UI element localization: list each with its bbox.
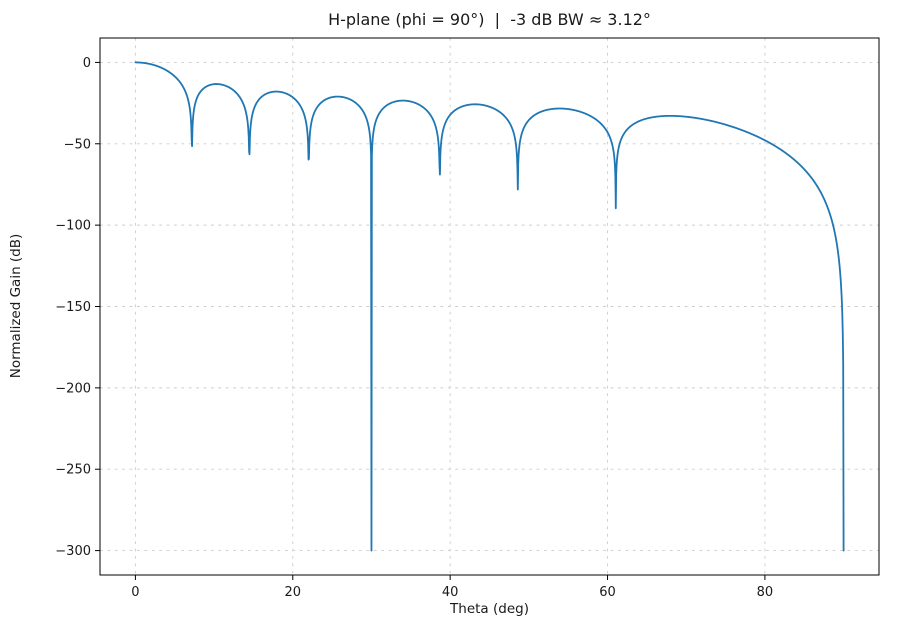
- axes: [95, 37, 880, 580]
- x-tick-label: 40: [442, 585, 459, 600]
- x-tick-label: 20: [285, 585, 302, 600]
- gain-curve: [134, 61, 845, 552]
- chart-title: H-plane (phi = 90°) | -3 dB BW ≈ 3.12°: [328, 10, 651, 29]
- x-tick-label: 80: [757, 585, 774, 600]
- y-tick-label: −100: [55, 219, 91, 234]
- y-axis-label: Normalized Gain (dB): [8, 234, 24, 379]
- y-tick-label: −200: [55, 381, 91, 396]
- gridlines: [100, 38, 879, 575]
- y-tick-label: −50: [64, 137, 91, 152]
- y-tick-label: 0: [83, 56, 91, 71]
- y-tick-label: −150: [55, 300, 91, 315]
- x-tick-label: 0: [131, 585, 139, 600]
- x-tick-label: 60: [599, 585, 616, 600]
- gain-line: [134, 61, 845, 552]
- y-tick-label: −250: [55, 463, 91, 478]
- plot-border: [99, 37, 880, 576]
- tick-labels: 0 20 40 60 80 0 −50 −100 −150 −200 −250 −300: [55, 56, 773, 600]
- y-tick-label: −300: [55, 544, 91, 559]
- x-axis-label: Theta (deg): [449, 601, 529, 617]
